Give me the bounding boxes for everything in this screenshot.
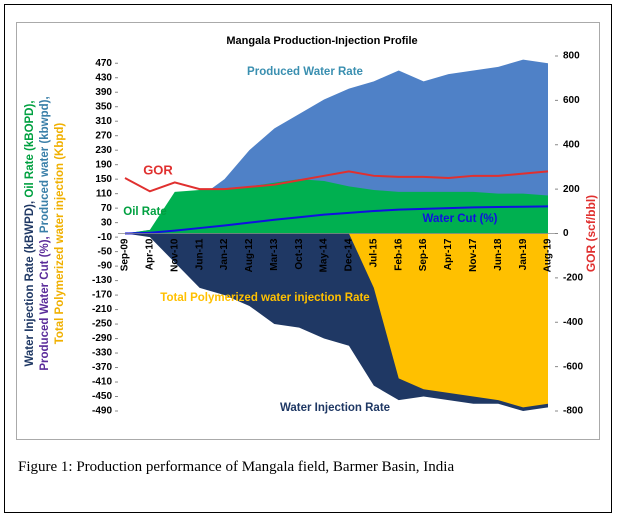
y-tick-label: 70 [101, 203, 113, 214]
y-axis-title-part: Total Polymerized water injection (Kbpd) [54, 123, 66, 345]
series-label: Total Polymerized water injection Rate [160, 292, 369, 304]
x-tick-label: Nov-17 [468, 238, 479, 272]
y2-tick-label: 400 [563, 139, 580, 150]
x-tick-label: Jan-19 [518, 238, 529, 270]
y2-tick-label: -600 [563, 361, 583, 372]
y-tick-label: -450 [92, 391, 112, 402]
x-tick-label: Jan-12 [219, 238, 230, 270]
y-axis-title-part: Water Injection Rate (kBWPD), [24, 201, 36, 367]
y-tick-label: 430 [95, 72, 112, 83]
x-tick-label: Dec-14 [344, 238, 355, 271]
y-axis-title: Total Polymerized water injection (Kbpd) [54, 123, 66, 345]
y-tick-label: -330 [92, 348, 112, 359]
area [348, 233, 548, 408]
y-tick-label: 270 [95, 130, 112, 141]
y-tick-label: 230 [95, 145, 112, 156]
y-tick-label: -170 [92, 290, 112, 301]
y-tick-label: -130 [92, 275, 112, 286]
y-tick-label: -90 [98, 261, 113, 272]
x-tick-label: Jul-15 [368, 238, 379, 267]
y-axis-title-part: Produced Water Cut (%), [39, 236, 51, 370]
line [124, 205, 549, 235]
y2-tick-label: 600 [563, 95, 580, 106]
y-tick-label: -290 [92, 333, 112, 344]
y-axis-title-part: Oil Rate (kBOPD), [24, 100, 36, 200]
area [125, 179, 548, 234]
x-tick-label: Aug-12 [244, 238, 255, 272]
y2-axis-title: GOR (scf/bbl) [584, 195, 598, 272]
x-tick-label: Nov-10 [169, 238, 180, 272]
y-tick-label: 150 [95, 174, 112, 185]
y-axis-title-part: Produced water (kbwpd), [39, 96, 51, 236]
x-tick-label: Apr-10 [145, 238, 156, 270]
caption: Figure 1: Production performance of Mang… [18, 459, 455, 475]
y-tick-label: -50 [98, 246, 113, 257]
y2-tick-label: 200 [563, 184, 580, 195]
y-tick-label: 350 [95, 101, 112, 112]
y-tick-label: 470 [95, 58, 112, 69]
x-tick-label: Mar-13 [269, 238, 280, 271]
y-tick-label: -490 [92, 406, 112, 417]
x-tick-label: Jun-18 [493, 238, 504, 271]
x-tick-label: Sep-16 [418, 238, 429, 271]
x-tick-label: Feb-16 [393, 238, 404, 271]
y-tick-label: 30 [101, 217, 113, 228]
y2-tick-label: -400 [563, 317, 583, 328]
y-tick-label: 390 [95, 87, 112, 98]
y-tick-label: -370 [92, 362, 112, 373]
series-label: Produced Water Rate [247, 66, 363, 78]
y2-tick-label: -800 [563, 406, 583, 417]
y-tick-label: -410 [92, 377, 112, 388]
y-tick-label: -210 [92, 304, 112, 315]
chart-title: Mangala Production-Injection Profile [226, 35, 417, 47]
y-tick-label: -250 [92, 319, 112, 330]
y-tick-label: 310 [95, 116, 112, 127]
y-tick-label: 110 [96, 188, 113, 199]
series-label: Water Injection Rate [280, 402, 390, 414]
series-label: Water Cut (%) [423, 213, 498, 225]
y-tick-label: 190 [95, 159, 112, 170]
y-tick-label: -10 [98, 232, 113, 243]
x-tick-label: Apr-17 [443, 238, 454, 270]
x-tick-label: Sep-09 [120, 238, 131, 271]
y2-tick-label: -200 [563, 273, 583, 284]
y2-tick-label: 800 [563, 51, 580, 62]
y-axis-title: Water Injection Rate (kBWPD), Oil Rate (… [24, 100, 36, 366]
series-label: Oil Rate [123, 206, 166, 218]
x-tick-label: Aug-19 [543, 238, 554, 272]
line [124, 170, 549, 193]
x-tick-label: Oct-13 [294, 238, 305, 270]
x-tick-label: Jun-11 [194, 238, 205, 270]
x-tick-label: May-14 [319, 238, 330, 272]
series-label: GOR [143, 162, 173, 177]
figure-border [4, 4, 612, 513]
y-axis-title: Produced Water Cut (%), Produced water (… [39, 96, 51, 370]
y2-tick-label: 0 [563, 228, 569, 239]
